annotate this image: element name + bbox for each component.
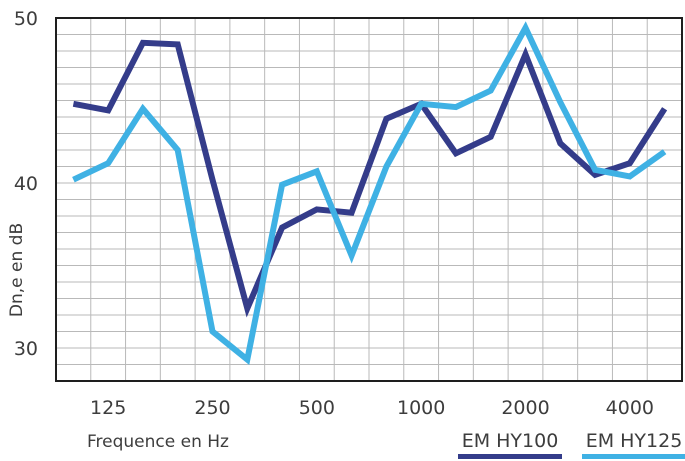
y-tick-label: 30 [14, 338, 38, 360]
legend-swatch-em-hy100 [458, 454, 562, 459]
legend-label-em-hy125: EM HY125 [586, 430, 683, 452]
x-tick-label: 4000 [606, 397, 654, 419]
x-axis-title: Frequence en Hz [87, 432, 229, 452]
plot-frame [55, 17, 683, 382]
x-tick-label: 250 [194, 397, 230, 419]
x-tick-label: 2000 [501, 397, 549, 419]
series-line-em-hy100 [72, 39, 668, 318]
legend: EM HY100 EM HY125 [458, 430, 685, 459]
legend-swatch-em-hy125 [582, 454, 685, 459]
legend-label-em-hy100: EM HY100 [462, 430, 559, 452]
y-tick-label: 50 [14, 8, 38, 30]
y-tick-label: 40 [14, 173, 38, 195]
y-axis-ticks: 30 40 50 [14, 8, 38, 360]
plot-border [55, 17, 683, 382]
x-tick-label: 1000 [397, 397, 445, 419]
x-tick-label: 125 [90, 397, 126, 419]
series-lines [72, 21, 668, 366]
y-axis-title: Dn,e en dB [7, 223, 27, 317]
series-line-em-hy125 [72, 21, 667, 366]
grid [56, 18, 682, 381]
x-tick-label: 500 [299, 397, 335, 419]
x-axis-ticks: 125 250 500 1000 2000 4000 [90, 397, 654, 419]
